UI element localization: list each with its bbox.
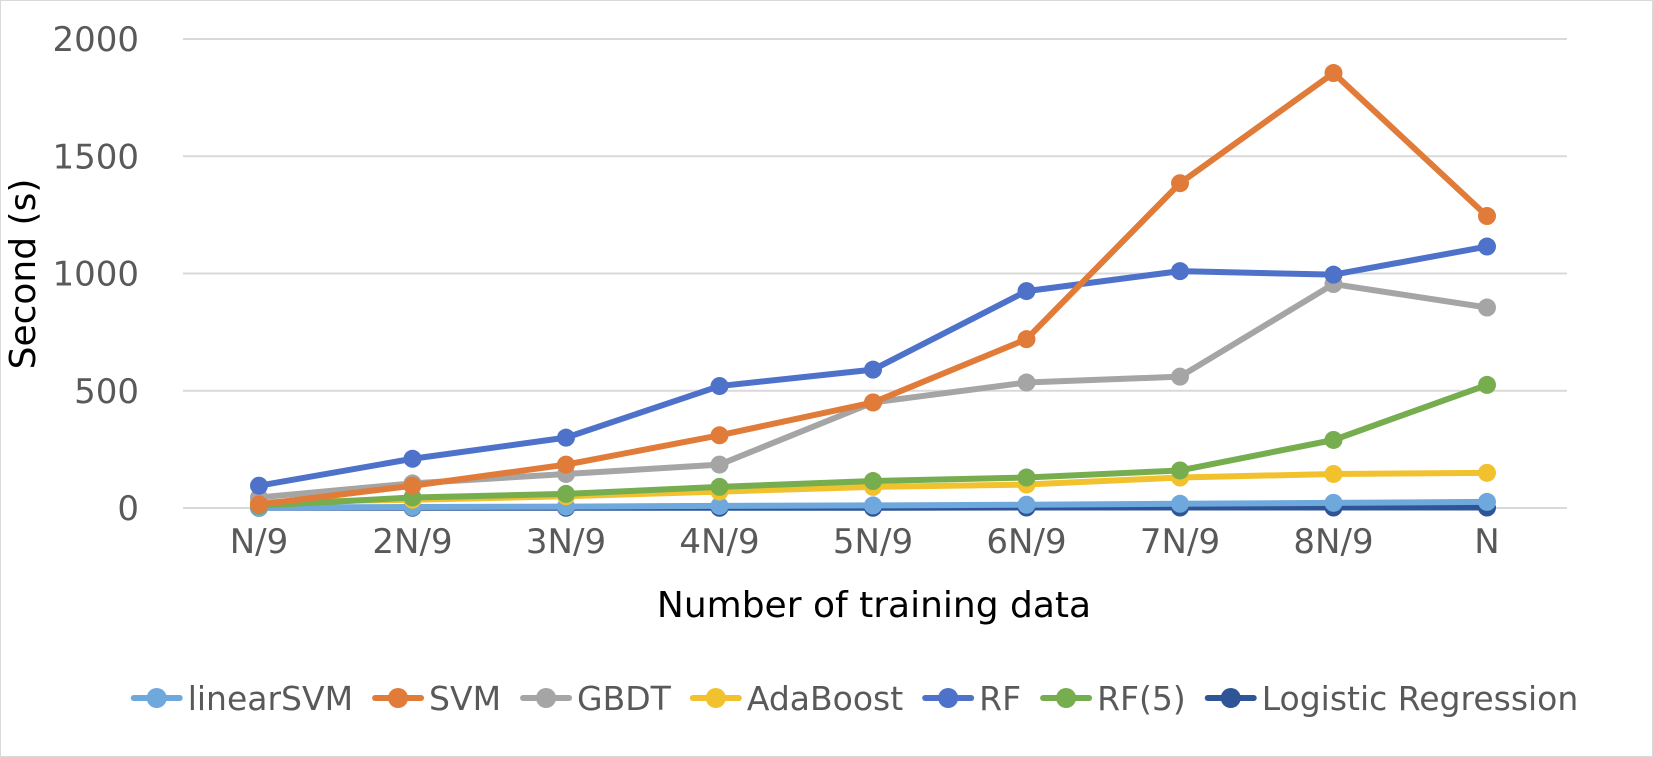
legend-label: AdaBoost — [747, 679, 903, 718]
y-tick-label: 1000 — [52, 255, 139, 295]
legend-item: linearSVM — [130, 679, 353, 718]
y-tick-label: 1500 — [52, 137, 139, 177]
data-point — [1324, 430, 1343, 449]
data-point — [250, 495, 268, 514]
x-tick-label: 4N/9 — [679, 522, 759, 562]
data-point — [710, 477, 729, 496]
x-tick-label: N — [1474, 522, 1499, 562]
legend-item: GBDT — [520, 679, 672, 718]
data-point — [710, 377, 729, 396]
data-point — [1478, 207, 1496, 226]
data-point — [250, 476, 268, 495]
data-point — [1324, 265, 1343, 284]
data-point — [1478, 298, 1496, 317]
legend-dot-marker — [1056, 688, 1077, 708]
legend-dot-marker — [536, 688, 557, 708]
y-axis-title: Second (s) — [3, 179, 44, 370]
x-tick-label: 2N/9 — [372, 522, 452, 562]
data-point — [710, 455, 729, 474]
data-point — [557, 484, 575, 503]
series-line — [256, 70, 1490, 508]
legend-label: RF — [979, 679, 1021, 718]
data-point — [864, 360, 882, 379]
series-lines — [250, 64, 1496, 517]
legend-label: Logistic Regression — [1262, 679, 1579, 718]
y-tick-label: 0 — [117, 489, 139, 529]
data-point — [864, 393, 882, 412]
series-rf — [250, 237, 1496, 495]
x-tick-label: 5N/9 — [833, 522, 913, 562]
legend-item: RF — [922, 679, 1021, 718]
x-tick-label: 8N/9 — [1293, 522, 1373, 562]
data-point — [1171, 367, 1189, 386]
y-axis-tick-labels: 0 500 1000 1500 2000 — [52, 20, 139, 529]
legend-dot-marker — [938, 688, 959, 708]
data-point — [1017, 495, 1036, 514]
data-point — [1478, 375, 1496, 394]
data-point — [1324, 464, 1343, 483]
data-point — [1171, 262, 1189, 281]
data-point — [557, 428, 575, 447]
legend-dot-marker — [705, 688, 726, 708]
legend-label: RF(5) — [1097, 679, 1186, 718]
data-point — [864, 472, 882, 491]
data-point — [1017, 373, 1036, 392]
x-tick-label: N/9 — [230, 522, 289, 562]
legend-label: linearSVM — [188, 679, 353, 718]
legend-item: RF(5) — [1040, 679, 1186, 718]
y-tick-label: 2000 — [52, 20, 139, 60]
legend-dot-marker — [1220, 688, 1241, 708]
x-tick-label: 3N/9 — [526, 522, 606, 562]
data-point — [1478, 463, 1496, 482]
legend-item: SVM — [372, 679, 501, 718]
legend-item: AdaBoost — [689, 679, 903, 718]
x-tick-label: 7N/9 — [1140, 522, 1220, 562]
gridlines — [183, 38, 1567, 509]
data-point — [1324, 493, 1343, 512]
data-point — [864, 496, 882, 515]
data-point — [1171, 461, 1189, 480]
series-svm — [250, 64, 1496, 514]
data-point — [1171, 174, 1189, 193]
data-point — [1171, 494, 1189, 513]
legend-label: GBDT — [577, 679, 672, 718]
x-tick-label: 6N/9 — [986, 522, 1066, 562]
x-axis-tick-labels: N/9 2N/9 3N/9 4N/9 5N/9 6N/9 7N/9 8N/9 N — [230, 522, 1500, 562]
data-point — [1324, 64, 1343, 83]
data-point — [1478, 237, 1496, 256]
legend-dot-marker — [146, 688, 167, 708]
data-point — [1478, 492, 1496, 511]
legend-item: Logistic Regression — [1204, 679, 1579, 718]
y-tick-label: 500 — [74, 372, 139, 412]
legend: linearSVM SVM GBDT AdaBoost RF RF(5) Logistic … — [130, 679, 1579, 718]
data-point — [557, 455, 575, 474]
legend-dot-marker — [388, 688, 409, 708]
data-point — [710, 426, 729, 445]
data-point — [1017, 468, 1036, 487]
data-point — [403, 449, 422, 468]
data-point — [1017, 330, 1036, 349]
data-point — [403, 476, 422, 495]
data-point — [1017, 282, 1036, 301]
data-point — [710, 496, 729, 515]
legend-label: SVM — [429, 679, 501, 718]
x-axis-title: Number of training data — [657, 585, 1091, 626]
